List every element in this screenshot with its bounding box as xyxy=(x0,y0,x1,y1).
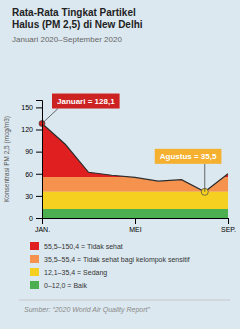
x-tick-label: MEI xyxy=(129,226,142,233)
y-tick-label: 60 xyxy=(25,170,33,177)
x-tick-mark xyxy=(228,218,229,224)
zone-fill xyxy=(42,177,228,192)
y-tick-mark xyxy=(36,130,42,131)
zone-group xyxy=(42,192,228,209)
x-axis-line xyxy=(43,219,229,225)
legend-label: 12,1–35,4 = Sedang xyxy=(44,269,107,277)
line xyxy=(42,124,228,192)
y-axis-title: Konsentrasi PM 2,5 (mcg/m3) xyxy=(3,116,11,202)
legend-swatch xyxy=(30,268,39,276)
x-tick-mark xyxy=(135,218,136,224)
y-axis-line xyxy=(36,101,43,219)
y-tick: 30 xyxy=(25,193,42,200)
legend: 55,5–150,4 = Tidak sehat 35,5–55,4 = Tida… xyxy=(30,242,190,289)
annotation-box xyxy=(155,149,222,164)
background xyxy=(0,0,240,329)
y-tick-mark xyxy=(36,218,42,219)
y-tick: 120 xyxy=(21,126,42,133)
y-tick-mark xyxy=(36,107,42,108)
legend-swatch xyxy=(30,242,39,250)
legend-swatch xyxy=(30,281,39,289)
y-tick: 150 xyxy=(21,104,42,111)
zone-fill xyxy=(42,192,228,209)
annotation: Agustus = 35,5 xyxy=(155,149,222,192)
legend-label: 0–12,0 = Baik xyxy=(44,282,88,289)
y-tick-label: 120 xyxy=(21,126,33,133)
chart: Rata-Rata Tingkat PartikelHalus (PM 2,5)… xyxy=(0,0,240,329)
title-line: Rata-Rata Tingkat Partikel xyxy=(12,7,136,18)
zone-group xyxy=(42,124,228,178)
y-tick-mark xyxy=(36,174,42,175)
y-tick-mark xyxy=(36,196,42,197)
annotation-label: Januari = 128,1 xyxy=(57,97,115,106)
source: Sumber: “2020 World Air Quality Report” xyxy=(24,306,150,314)
y-tick-label: 30 xyxy=(25,193,33,200)
annotation: Januari = 128,1 xyxy=(42,94,120,124)
title: Rata-Rata Tingkat PartikelHalus (PM 2,5)… xyxy=(12,7,143,30)
y-tick: 60 xyxy=(25,170,42,177)
zone-group xyxy=(42,209,228,218)
annotation-connector xyxy=(42,109,58,124)
y-tick: 90 xyxy=(25,148,42,155)
y-axis: 0 30 60 90 120 150 xyxy=(21,101,42,222)
subtitle: Januari 2020–September 2020 xyxy=(12,35,122,44)
zone-fill xyxy=(42,209,228,218)
annotation-connector xyxy=(204,164,205,192)
x-tick-label: JAN. xyxy=(35,226,50,233)
y-tick-label: 150 xyxy=(21,104,33,111)
y-tick-label: 0 xyxy=(29,215,33,222)
y-tick-label: 90 xyxy=(25,148,33,155)
y-tick: 0 xyxy=(29,215,42,222)
legend-label: 35,5–55,4 = Tidak sehat bagi kelompok se… xyxy=(44,256,190,264)
x-tick-label: SEP. xyxy=(221,226,236,233)
zone-group xyxy=(42,177,228,192)
x-tick: JAN. xyxy=(35,218,50,233)
x-tick: MEI xyxy=(129,218,142,233)
legend-label: 55,5–150,4 = Tidak sehat xyxy=(44,243,123,250)
annotation-label: Agustus = 35,5 xyxy=(160,152,217,161)
plot-area xyxy=(39,121,228,218)
y-tick-mark xyxy=(36,152,42,153)
legend-swatch xyxy=(30,255,39,263)
x-axis: JAN. MEI SEP. xyxy=(35,218,236,233)
annotation-box xyxy=(52,94,120,109)
zone-fill xyxy=(42,124,228,178)
x-tick: SEP. xyxy=(221,218,236,233)
divider xyxy=(19,300,230,301)
title-line: Halus (PM 2,5) di New Delhi xyxy=(12,19,143,30)
